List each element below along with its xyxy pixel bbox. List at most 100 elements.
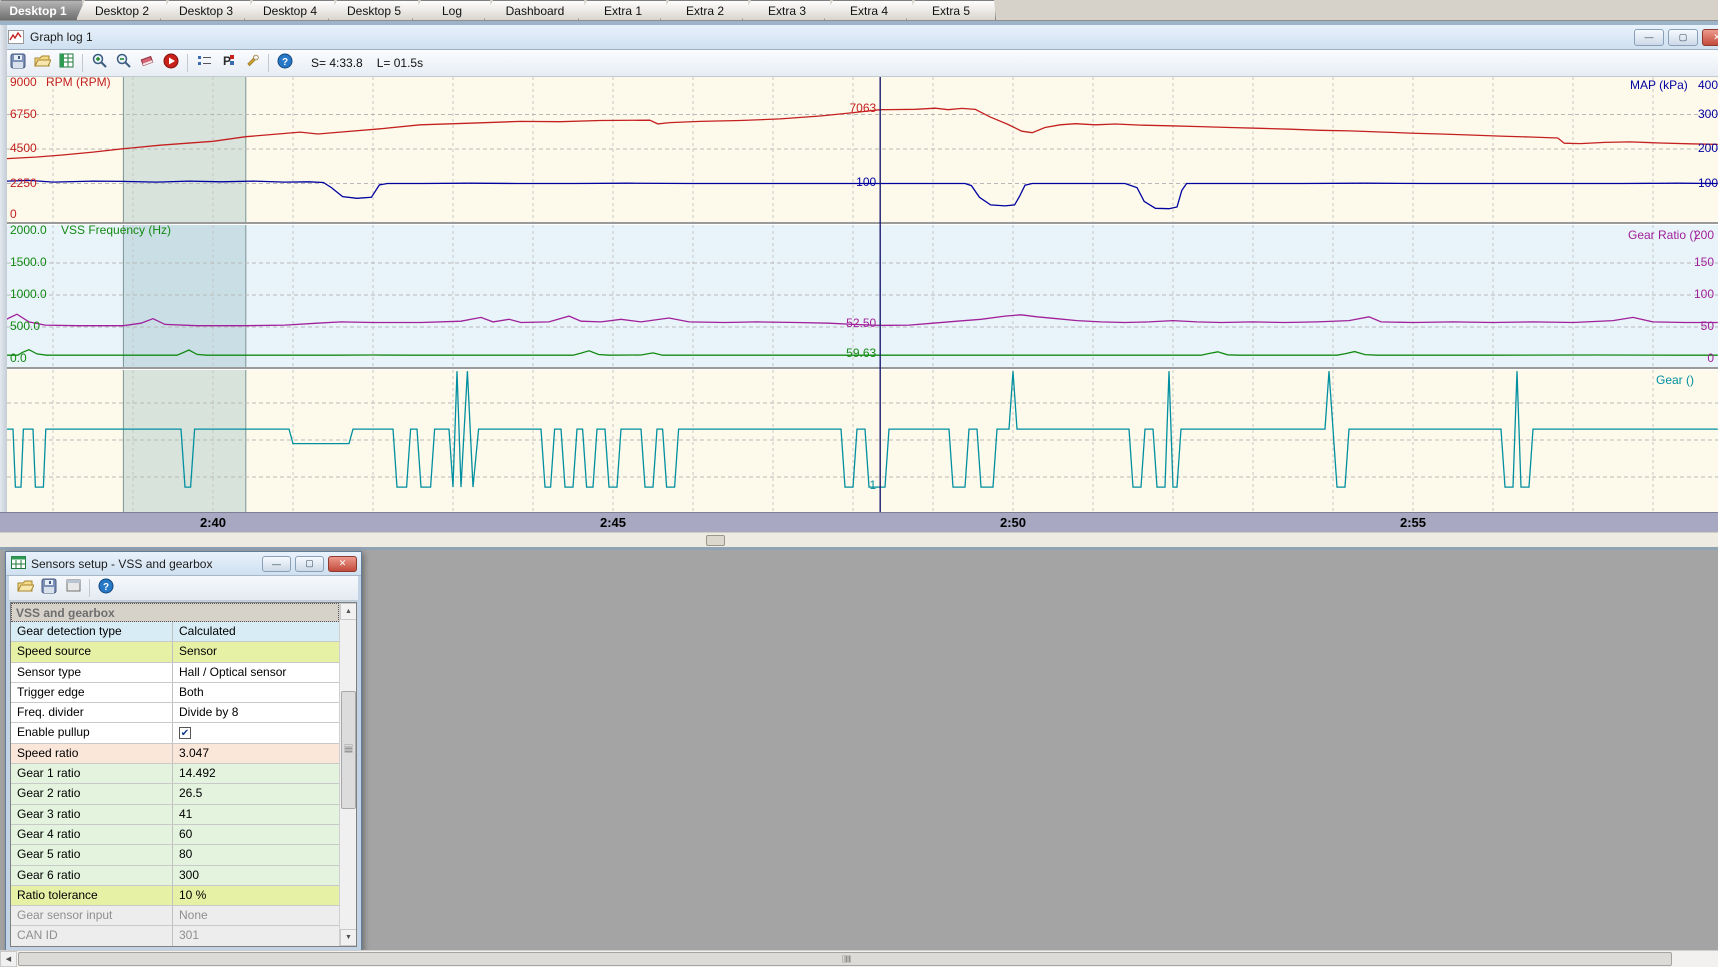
setting-row-enable-pullup[interactable]: Enable pullup ✔ — [11, 723, 339, 744]
setting-row-ratio-tolerance[interactable]: Ratio tolerance 10 % — [11, 885, 339, 907]
tab-extra-1[interactable]: Extra 1 — [578, 0, 668, 20]
setting-value[interactable]: Sensor — [172, 642, 339, 662]
help-button[interactable]: ? — [94, 577, 118, 599]
markers-button[interactable]: P — [216, 52, 240, 74]
setting-value[interactable]: Both — [172, 682, 339, 703]
sensors-window-titlebar[interactable]: Sensors setup - VSS and gearbox — ▢ ✕ — [6, 552, 361, 576]
minimize-button[interactable]: — — [262, 555, 291, 572]
setting-row-sensor-type[interactable]: Sensor type Hall / Optical sensor — [11, 662, 339, 683]
graph-hscroll-thumb[interactable] — [706, 535, 725, 546]
setting-label: Gear detection type — [17, 624, 122, 638]
graph-window-left-frame — [0, 25, 7, 547]
time-tick-label: 2:50 — [999, 515, 1027, 530]
maximize-button[interactable]: ▢ — [295, 555, 324, 572]
setting-label: Sensor type — [17, 664, 82, 679]
window-top-frame — [0, 21, 1718, 25]
setting-row-gear-2-ratio[interactable]: Gear 2 ratio 26.5 — [11, 784, 339, 805]
setting-value[interactable]: Hall / Optical sensor — [172, 662, 339, 682]
setting-label: Trigger edge — [17, 684, 85, 699]
tab-dashboard[interactable]: Dashboard — [484, 0, 586, 20]
help-button[interactable]: ? — [273, 52, 297, 74]
time-axis-bar[interactable]: 2:40 2:45 2:50 2:55 — [0, 512, 1718, 532]
left-axis-tick: 6750 — [10, 106, 37, 121]
setting-label: Gear 2 ratio — [17, 786, 81, 801]
minimize-button[interactable]: — — [1634, 28, 1664, 46]
tab-desktop-3[interactable]: Desktop 3 — [160, 0, 252, 20]
tab-extra-5[interactable]: Extra 5 — [906, 0, 996, 20]
app-scrollbar-thumb[interactable] — [18, 952, 1672, 966]
open-button[interactable] — [30, 52, 54, 74]
settings-group-header[interactable]: VSS and gearbox — [11, 603, 339, 622]
setting-row-can-id[interactable]: CAN ID 301 — [11, 926, 339, 946]
setting-row-trigger-edge[interactable]: Trigger edge Both — [11, 682, 339, 704]
setting-row-gear-6-ratio[interactable]: Gear 6 ratio 300 — [11, 865, 339, 886]
setting-row-gear-sensor-input[interactable]: Gear sensor input None — [11, 906, 339, 927]
open-button[interactable] — [13, 577, 37, 599]
sensors-scrollbar-thumb[interactable] — [341, 691, 356, 809]
graph-canvas[interactable] — [0, 77, 1718, 512]
setting-row-gear-3-ratio[interactable]: Gear 3 ratio 41 — [11, 804, 339, 825]
settings-button[interactable] — [240, 52, 264, 74]
setting-value[interactable]: None — [172, 906, 339, 926]
magnifier-plus-icon — [91, 52, 108, 74]
scroll-up-button[interactable]: ▲ — [340, 603, 356, 620]
scroll-left-button[interactable]: ◀ — [0, 951, 17, 967]
scroll-down-button[interactable]: ▼ — [340, 929, 356, 946]
export-excel-button[interactable] — [54, 52, 78, 74]
tab-desktop-2[interactable]: Desktop 2 — [76, 0, 168, 20]
app-horizontal-scrollbar[interactable]: ◀ — [0, 950, 1718, 967]
setting-value[interactable]: 60 — [172, 824, 339, 845]
toolbar-separator — [89, 579, 90, 597]
tab-desktop-1[interactable]: Desktop 1 — [0, 0, 84, 20]
cursor-time-status: S= 4:33.8 — [311, 56, 363, 70]
setting-value[interactable]: 41 — [172, 804, 339, 824]
setting-row-gear-1-ratio[interactable]: Gear 1 ratio 14.492 — [11, 764, 339, 785]
setting-value[interactable]: Divide by 8 — [172, 703, 339, 723]
tab-extra-2[interactable]: Extra 2 — [660, 0, 750, 20]
tab-log[interactable]: Log — [412, 0, 492, 20]
setting-value[interactable]: 301 — [172, 926, 339, 946]
maximize-button[interactable]: ▢ — [1668, 28, 1698, 46]
close-button[interactable]: ✕ — [328, 555, 357, 572]
right-axis-title: Gear Ratio () — [1628, 228, 1698, 242]
tab-extra-3[interactable]: Extra 3 — [742, 0, 832, 20]
setting-value[interactable]: 3.047 — [172, 743, 339, 764]
setting-value[interactable]: 300 — [172, 865, 339, 885]
setting-value[interactable]: 10 % — [172, 885, 339, 906]
tab-desktop-5[interactable]: Desktop 5 — [328, 0, 420, 20]
save-button[interactable] — [37, 577, 61, 599]
setting-value[interactable]: Calculated — [172, 622, 339, 642]
play-button[interactable] — [159, 52, 183, 74]
setting-value[interactable]: 14.492 — [172, 764, 339, 784]
floppy-icon — [10, 53, 26, 74]
erase-button[interactable] — [135, 52, 159, 74]
setting-label: Gear 4 ratio — [17, 826, 81, 841]
sensors-window-buttons: — ▢ ✕ — [258, 555, 357, 572]
left-axis-tick: 0.0 — [10, 351, 27, 365]
checkbox[interactable]: ✔ — [179, 727, 191, 740]
setting-row-freq-divider[interactable]: Freq. divider Divide by 8 — [11, 703, 339, 724]
setting-value[interactable]: ✔ — [172, 723, 339, 743]
zoom-in-button[interactable] — [87, 52, 111, 74]
channel-list-button[interactable] — [192, 52, 216, 74]
window-button[interactable] — [61, 577, 85, 599]
setting-value[interactable]: 80 — [172, 845, 339, 865]
setting-row-gear-4-ratio[interactable]: Gear 4 ratio 60 — [11, 824, 339, 846]
time-tick-label: 2:55 — [1399, 515, 1427, 530]
save-button[interactable] — [6, 52, 30, 74]
tab-extra-4[interactable]: Extra 4 — [824, 0, 914, 20]
toolbar-separator — [187, 54, 188, 72]
setting-row-gear-detection-type[interactable]: Gear detection type Calculated — [11, 622, 339, 643]
setting-row-gear-5-ratio[interactable]: Gear 5 ratio 80 — [11, 845, 339, 866]
setting-row-speed-source[interactable]: Speed source Sensor — [11, 642, 339, 663]
sensors-vertical-scrollbar[interactable]: ▲ ▼ — [339, 603, 356, 946]
zoom-out-button[interactable] — [111, 52, 135, 74]
p-flag-icon: P — [221, 53, 236, 73]
close-button[interactable]: ✕ — [1702, 28, 1718, 46]
tab-desktop-4[interactable]: Desktop 4 — [244, 0, 336, 20]
graph-hscroll-strip[interactable] — [0, 532, 1718, 547]
graph-plot-area[interactable]: 9000 RPM (RPM) 6750 4500 2250 0 MAP (kPa) 400 30… — [0, 77, 1718, 512]
play-icon — [163, 53, 179, 74]
setting-row-speed-ratio[interactable]: Speed ratio 3.047 — [11, 743, 339, 765]
setting-value[interactable]: 26.5 — [172, 784, 339, 804]
